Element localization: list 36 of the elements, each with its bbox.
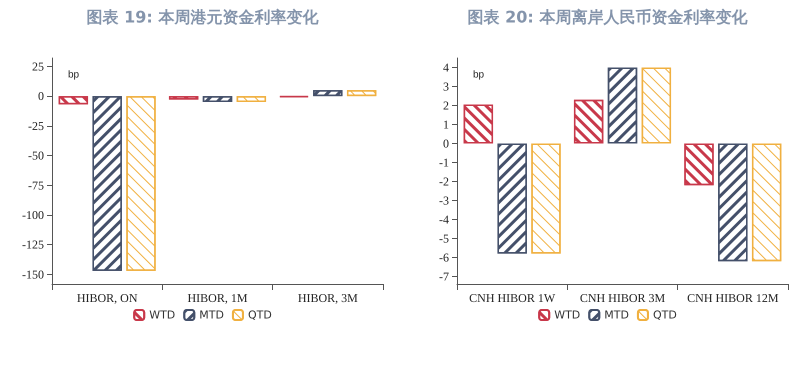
x-tick-label: HIBOR, 1M [187,291,248,305]
y-axis-title: bp [473,70,485,80]
legend-label: WTD [554,308,580,322]
y-tick-label: -7 [439,269,449,284]
y-tick-label: -100 [22,208,44,222]
y-axis-title: bp [68,70,80,80]
y-tick-label: -2 [439,174,449,188]
legend-label: MTD [604,308,629,322]
y-tick-label: -50 [28,148,44,163]
legend-label: QTD [248,308,272,322]
y-tick-label: -5 [439,231,449,246]
y-tick-label: 3 [443,79,449,94]
chart-title: 图表 20: 本周离岸人民币资金利率变化 [468,8,748,26]
x-tick-label: HIBOR, ON [76,291,138,305]
x-tick-label: HIBOR, 3M [298,291,358,305]
x-tick-label: CNH HIBOR 1W [469,291,556,305]
y-tick-label: -1 [439,155,449,170]
y-tick-label: -75 [28,178,44,192]
y-tick-label: -4 [439,212,449,226]
y-tick-label: 2 [443,98,449,112]
y-tick-label: -150 [22,267,44,282]
y-tick-label: 25 [32,59,44,74]
legend-label: MTD [199,308,224,322]
y-tick-label: -25 [28,118,44,133]
y-tick-label: -6 [439,250,449,264]
x-tick-label: CNH HIBOR 3M [580,291,666,305]
legend-label: WTD [149,308,176,322]
y-tick-label: 1 [443,117,449,132]
y-tick-label: 0 [443,136,449,150]
y-tick-label: 0 [38,89,44,104]
y-tick-label: 4 [443,60,449,74]
legend-label: QTD [652,308,677,322]
chart-title: 图表 19: 本周港元资金利率变化 [86,8,320,26]
y-tick-label: -3 [439,193,449,208]
x-tick-label: CNH HIBOR 12M [687,291,779,305]
y-tick-label: -125 [22,238,44,252]
